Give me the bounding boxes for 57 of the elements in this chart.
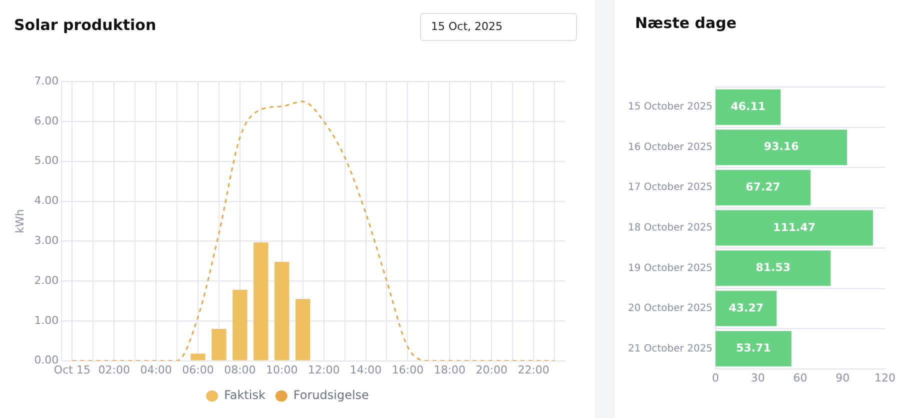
y-tick-label: 1.00 bbox=[34, 314, 59, 327]
y-tick-label: 2.00 bbox=[34, 274, 59, 287]
line-series bbox=[71, 100, 556, 361]
data-label: 67.27 bbox=[746, 180, 780, 194]
x-tick-label: 06:00 bbox=[182, 363, 214, 376]
x-tick-label: 08:00 bbox=[224, 363, 256, 376]
y-tick-label: 21 October 2025 bbox=[628, 343, 713, 354]
y-tick-label: 19 October 2025 bbox=[628, 262, 713, 274]
x-tick-label: 22:00 bbox=[518, 363, 550, 376]
data-label: 93.16 bbox=[764, 140, 800, 154]
bar bbox=[296, 298, 310, 360]
x-tick-label: 60 bbox=[793, 371, 808, 384]
y-tick-label: 3.00 bbox=[34, 234, 59, 247]
chart-title: Næste dage bbox=[635, 14, 737, 32]
x-tick-label: 30 bbox=[750, 371, 765, 384]
y-tick-label: 4.00 bbox=[34, 194, 59, 208]
bar bbox=[716, 130, 848, 166]
bar bbox=[274, 262, 290, 360]
bar bbox=[232, 290, 248, 360]
x-tick-label: 02:00 bbox=[98, 363, 130, 376]
legend-label: Faktisk bbox=[224, 388, 266, 402]
y-tick-label: 16 October 2025 bbox=[628, 142, 713, 153]
x-tick-label: 120 bbox=[874, 371, 896, 384]
y-tick-label: 5.00 bbox=[34, 154, 59, 168]
bar bbox=[212, 328, 226, 360]
legend-label: Forudsigelse bbox=[293, 388, 369, 402]
x-tick-label: 90 bbox=[836, 371, 850, 384]
data-label: 53.71 bbox=[736, 342, 771, 355]
bar bbox=[254, 242, 268, 360]
y-tick-label: 15 October 2025 bbox=[628, 102, 713, 113]
data-label: 111.47 bbox=[773, 220, 816, 234]
x-tick-label: 16:00 bbox=[392, 363, 424, 376]
x-tick-label: 20:00 bbox=[476, 363, 508, 376]
x-tick-label: 18:00 bbox=[434, 363, 466, 376]
bar bbox=[716, 210, 873, 246]
y-tick-label: 17 October 2025 bbox=[628, 182, 713, 194]
date-field: 15 Oct, 2025 bbox=[420, 13, 577, 41]
chart-title: Solar produktion bbox=[14, 16, 156, 34]
bar bbox=[716, 170, 811, 206]
bar bbox=[190, 354, 206, 360]
x-tick-label: 10:00 bbox=[266, 363, 298, 376]
bar bbox=[716, 250, 831, 286]
x-tick-label: 0 bbox=[712, 371, 720, 384]
x-tick-label: 14:00 bbox=[350, 363, 382, 376]
y-tick-label: 6.00 bbox=[34, 114, 59, 128]
y-tick-label: 20 October 2025 bbox=[628, 303, 713, 314]
bar bbox=[716, 290, 777, 326]
y-axis-title: kWh bbox=[13, 209, 26, 234]
data-label: 81.53 bbox=[756, 261, 791, 274]
x-tick-label: 12:00 bbox=[308, 363, 340, 376]
data-label: 43.27 bbox=[728, 301, 764, 314]
data-label: 46.11 bbox=[730, 100, 766, 113]
x-tick-label: 04:00 bbox=[140, 363, 172, 376]
bar bbox=[716, 330, 792, 366]
y-tick-label: 18 October 2025 bbox=[628, 222, 713, 234]
y-tick-label: 7.00 bbox=[34, 74, 59, 88]
bar bbox=[716, 89, 781, 125]
